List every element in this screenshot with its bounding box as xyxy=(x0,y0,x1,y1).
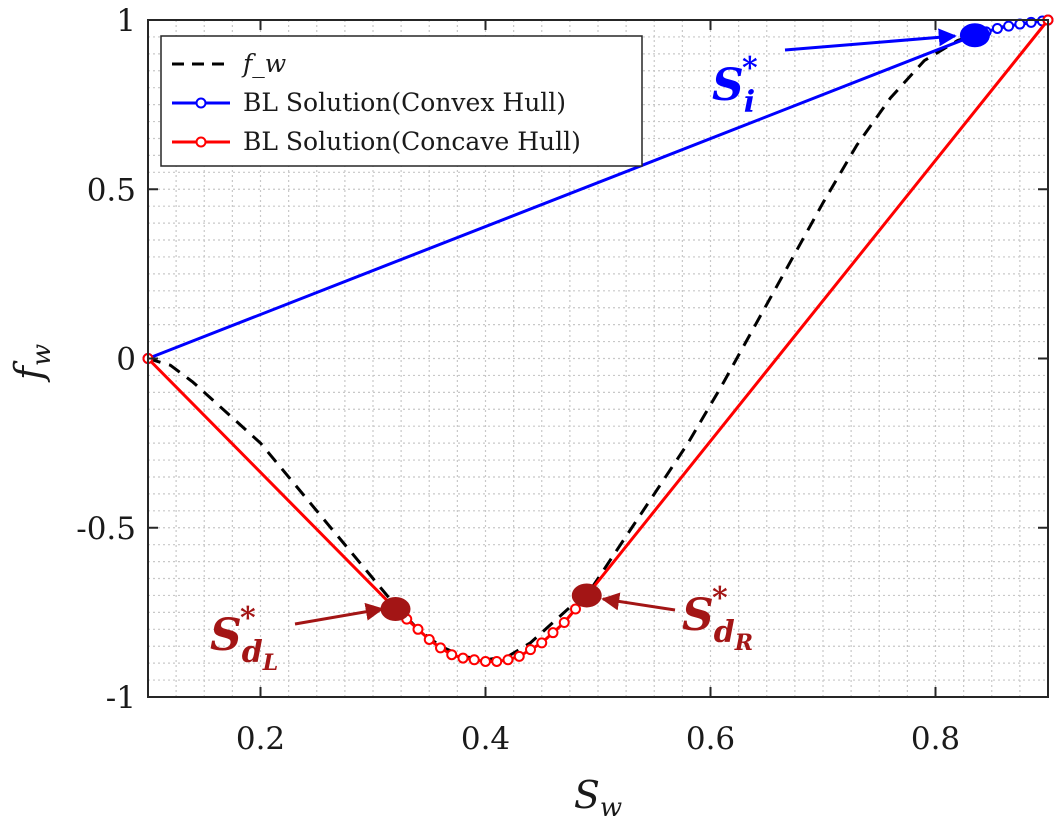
legend-box xyxy=(160,35,643,167)
series-point-1 xyxy=(1003,20,1015,32)
series-point-2 xyxy=(536,637,548,649)
legend-marker-convex xyxy=(195,97,207,109)
annotation-label: Si* xyxy=(712,51,758,120)
series-point-2 xyxy=(480,655,491,667)
annotation-label: SdL* xyxy=(210,601,278,676)
y-tick-label: -1 xyxy=(106,680,136,716)
series-point-2 xyxy=(423,633,435,645)
x-tick-label: 0.6 xyxy=(686,721,735,757)
annotation-arrow xyxy=(294,602,384,626)
series-point-2 xyxy=(525,644,536,656)
highlight-point xyxy=(959,23,990,48)
y-axis-label: fw xyxy=(7,344,57,383)
highlight-point xyxy=(380,596,411,621)
y-tick-label: 0 xyxy=(116,342,136,378)
legend: f_w BL Solution(Convex Hull) BL Solution… xyxy=(160,35,643,167)
legend-marker-concave xyxy=(195,136,207,148)
grid xyxy=(147,19,1049,698)
y-axis-label-sub: w xyxy=(27,344,57,366)
x-tick-label: 0.4 xyxy=(461,721,510,757)
x-axis-label-sub: w xyxy=(600,793,622,820)
series-line-0 xyxy=(147,18,1049,662)
series-point-2 xyxy=(446,649,458,661)
annotation-arrow xyxy=(601,592,676,612)
annotation-arrow xyxy=(784,28,957,52)
x-tick-label: 0.8 xyxy=(911,721,960,757)
y-tick-label: 0.5 xyxy=(87,172,136,208)
series-point-2 xyxy=(435,642,446,654)
x-axis-label: Sw xyxy=(574,773,622,820)
highlight-points xyxy=(380,23,990,621)
annotations: Si* SdL* SdR* xyxy=(210,28,957,676)
series-point-2 xyxy=(558,617,570,629)
y-tick-label: 1 xyxy=(116,3,136,39)
series-point-2 xyxy=(513,650,525,662)
series-point-1 xyxy=(991,22,1003,34)
x-tick-label: 0.2 xyxy=(236,721,285,757)
series-point-2 xyxy=(570,603,581,615)
axis-ticks: 0.2 0.4 0.6 0.8 -1 -0.5 0 0.5 1 xyxy=(76,3,1048,757)
series-point-2 xyxy=(547,627,559,639)
legend-label-concave: BL Solution(Concave Hull) xyxy=(243,127,581,156)
series-point-2 xyxy=(502,654,514,666)
series-point-2 xyxy=(412,623,424,635)
annotation-label: SdR* xyxy=(682,581,753,656)
series-point-2 xyxy=(457,652,469,664)
y-tick-label: -0.5 xyxy=(76,511,136,547)
x-axis-label-base: S xyxy=(574,773,600,817)
series-point-2 xyxy=(491,655,503,667)
legend-label-convex: BL Solution(Convex Hull) xyxy=(243,88,566,117)
highlight-point xyxy=(571,583,602,608)
legend-label-fw: f_w xyxy=(241,49,286,78)
series-point-2 xyxy=(468,654,480,666)
